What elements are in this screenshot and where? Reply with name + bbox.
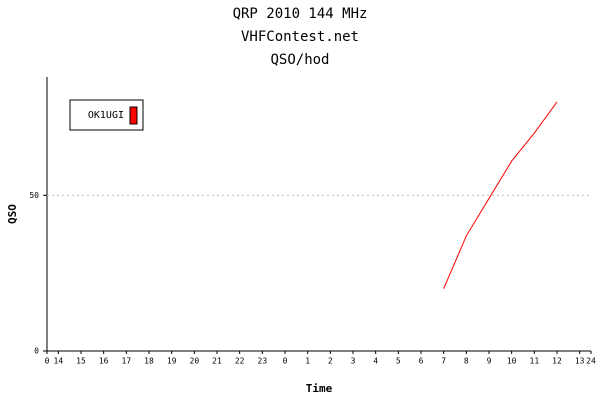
chart-subtitle: VHFContest.net: [241, 29, 359, 45]
legend-swatch: [129, 106, 138, 125]
x-tick-label: 2: [328, 357, 333, 366]
x-tick-label: 17: [122, 357, 132, 366]
chart-title: QRP 2010 144 MHz: [233, 6, 368, 22]
x-tick-label: 18: [144, 357, 154, 366]
x-tick-label: 11: [530, 357, 540, 366]
x-tick-label: 12: [552, 357, 562, 366]
x-tick-label: 4: [373, 357, 378, 366]
chart-label: QSO/hod: [270, 52, 329, 68]
x-tick-label: 0: [283, 357, 288, 366]
x-tick-label: 21: [212, 357, 222, 366]
x-tick-label: 24: [586, 357, 596, 366]
series-line: [443, 101, 558, 289]
y-tick-label: 50: [29, 191, 39, 200]
x-tick-label: 9: [487, 357, 492, 366]
x-tick-label: 16: [99, 357, 109, 366]
x-tick-label: 19: [167, 357, 177, 366]
x-tick-label: 1: [305, 357, 310, 366]
legend-label: OK1UGI: [88, 110, 124, 121]
y-axis-label: QSO: [6, 204, 19, 224]
x-tick-label: 5: [396, 357, 401, 366]
x-tick-label: 22: [235, 357, 245, 366]
x-tick-label: 0: [45, 357, 50, 366]
x-tick-label: 6: [419, 357, 424, 366]
x-tick-label: 20: [190, 357, 200, 366]
x-tick-label: 3: [351, 357, 356, 366]
x-tick-label: 13: [575, 357, 585, 366]
y-tick-label: 0: [34, 347, 39, 356]
x-tick-label: 8: [464, 357, 469, 366]
x-tick-label: 23: [258, 357, 268, 366]
x-tick-label: 14: [54, 357, 64, 366]
x-tick-label: 15: [76, 357, 86, 366]
x-axis-label: Time: [306, 382, 333, 395]
x-tick-label: 7: [441, 357, 446, 366]
x-tick-label: 10: [507, 357, 517, 366]
